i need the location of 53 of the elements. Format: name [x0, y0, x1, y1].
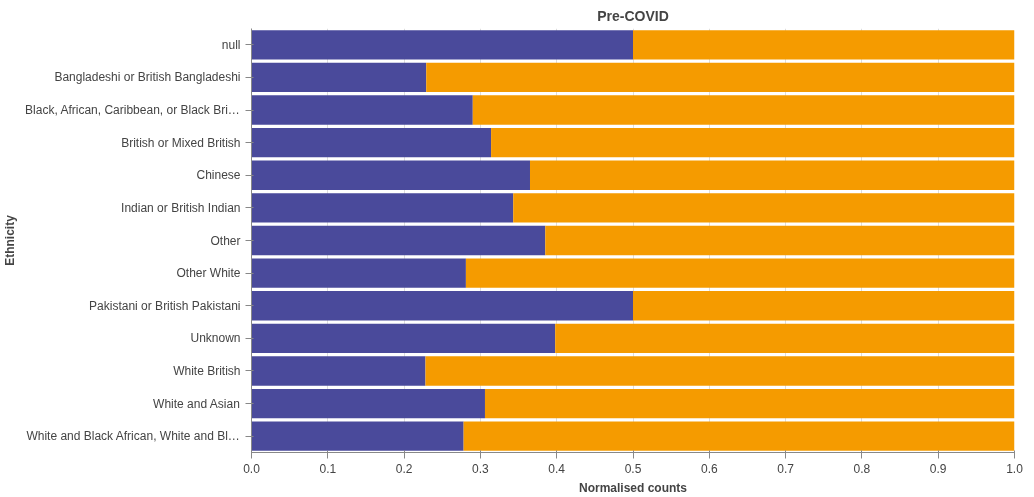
bar: [251, 388, 485, 419]
y-tick-label: Black, African, Caribbean, or Black Bri…: [25, 103, 240, 118]
y-tick-label: Bangladeshi or British Bangladeshi: [54, 70, 241, 85]
bar: [426, 62, 1015, 93]
x-tick-label: 0.8: [853, 461, 871, 476]
bar: [251, 225, 546, 256]
bar: [633, 291, 1015, 321]
bar: [251, 323, 556, 354]
bar: [463, 421, 1015, 451]
bar: [251, 193, 514, 223]
bar: [465, 258, 1015, 288]
y-tick-label: null: [221, 37, 241, 52]
y-tick-label: British or Mixed British: [121, 135, 241, 150]
bar: [545, 225, 1015, 256]
y-tick-label: Unknown: [190, 331, 241, 346]
bar: [251, 127, 492, 158]
y-tick-label: Indian or British Indian: [121, 200, 241, 215]
y-tick-label: Chinese: [196, 168, 241, 183]
y-tick-label: Other: [210, 233, 241, 248]
bar: [251, 62, 427, 93]
bar: [251, 95, 473, 125]
x-tick-label: 0.2: [395, 461, 413, 476]
bar: [251, 356, 426, 386]
bar: [251, 30, 633, 60]
x-tick-label: 0.4: [548, 461, 566, 476]
x-tick-label: 0.6: [700, 461, 718, 476]
bar: [513, 193, 1015, 223]
x-tick-label: 0.3: [472, 461, 490, 476]
bar: [491, 127, 1015, 158]
y-tick-label: White and Asian: [153, 396, 240, 411]
bar: [529, 160, 1015, 190]
bar: [251, 258, 466, 288]
x-tick-label: 0.5: [624, 461, 642, 476]
bar: [251, 291, 633, 321]
y-tick-label: Other White: [176, 266, 241, 281]
bar: [251, 421, 464, 451]
bar: [251, 160, 530, 190]
bar: [472, 95, 1015, 125]
x-tick-label: 0.9: [929, 461, 947, 476]
x-axis-title: Normalised counts: [578, 480, 688, 495]
bar: [484, 388, 1015, 419]
x-tick-label: 0.1: [319, 461, 337, 476]
x-tick-label: 0.7: [777, 461, 795, 476]
x-tick-label: 1.0: [1006, 461, 1024, 476]
y-axis-title: Ethnicity: [3, 214, 18, 266]
chart-title: Pre-COVID: [597, 7, 669, 24]
bar: [633, 30, 1015, 60]
y-tick-label: White British: [173, 363, 241, 378]
bar: [555, 323, 1015, 354]
y-tick-label: White and Black African, White and Bl…: [26, 429, 240, 444]
x-tick-label: 0.0: [243, 461, 261, 476]
bar: [425, 356, 1015, 386]
y-tick-label: Pakistani or British Pakistani: [89, 298, 241, 313]
